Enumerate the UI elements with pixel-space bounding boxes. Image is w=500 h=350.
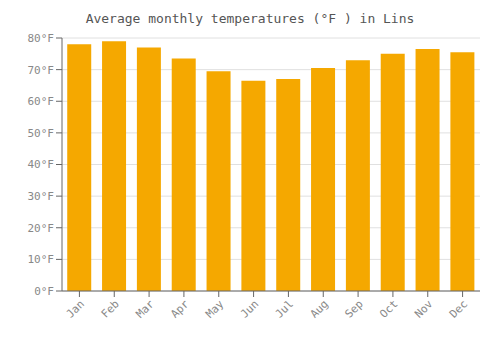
svg-text:0°F: 0°F	[34, 285, 54, 298]
svg-text:Jan: Jan	[64, 297, 87, 320]
svg-text:Aug: Aug	[308, 297, 331, 320]
svg-text:Oct: Oct	[377, 297, 400, 320]
svg-text:Dec: Dec	[447, 297, 470, 320]
html-text:Average monthly temperatures (: Average monthly temperatures (°F ) in Li…	[85, 11, 415, 26]
svg-text:80°F: 80°F	[28, 32, 55, 45]
svg-text:20°F: 20°F	[28, 222, 55, 235]
svg-text:Sep: Sep	[342, 297, 365, 320]
svg-text:30°F: 30°F	[28, 190, 55, 203]
svg-text:Apr: Apr	[168, 297, 192, 321]
svg-text:10°F: 10°F	[28, 253, 55, 266]
svg-text:Nov: Nov	[412, 297, 436, 321]
svg-text:70°F: 70°F	[28, 64, 55, 77]
svg-text:60°F: 60°F	[28, 95, 55, 108]
svg-text:Jul: Jul	[273, 297, 296, 320]
svg-text:May: May	[203, 297, 227, 321]
svg-text:40°F: 40°F	[28, 158, 55, 171]
svg-text:50°F: 50°F	[28, 127, 55, 140]
svg-text:Jun: Jun	[238, 297, 261, 320]
svg-text:Mar: Mar	[133, 297, 157, 321]
svg-text:Feb: Feb	[99, 297, 122, 320]
